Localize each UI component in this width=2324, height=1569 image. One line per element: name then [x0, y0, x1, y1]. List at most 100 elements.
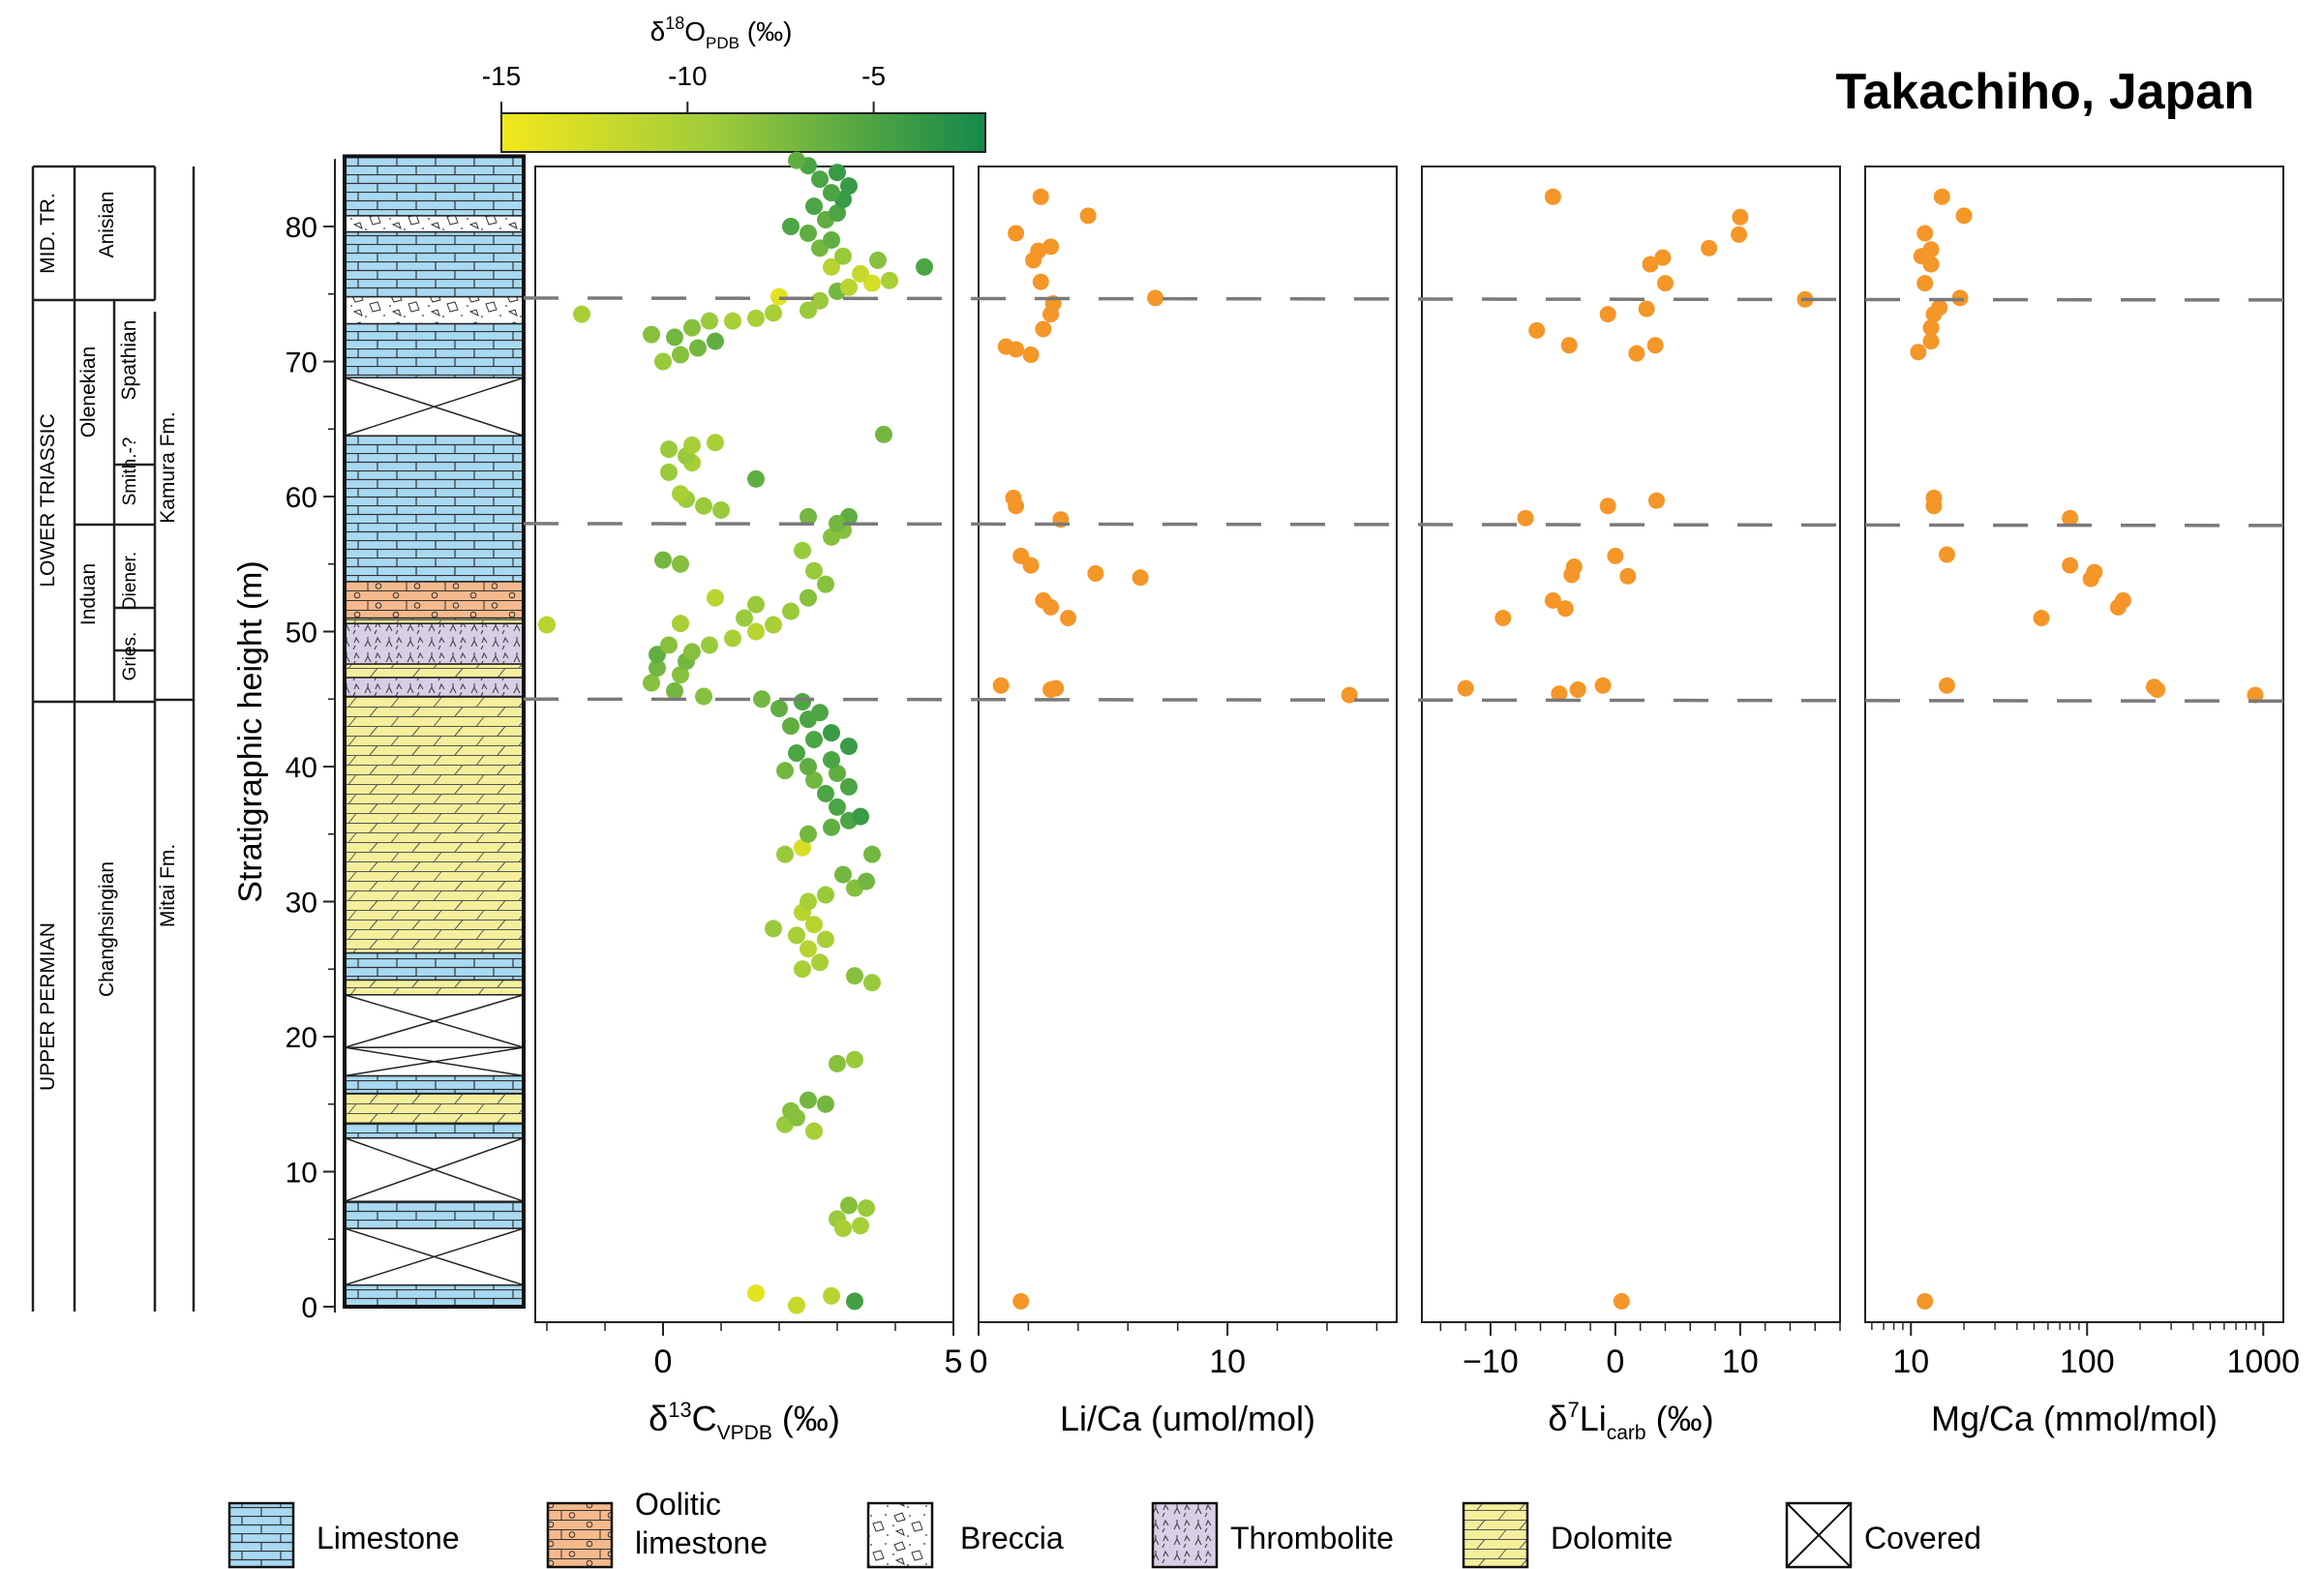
boundary-line [523, 697, 2284, 703]
panel-frame [1421, 166, 1841, 1323]
data-point [1132, 569, 1149, 587]
data-point [800, 758, 817, 775]
data-point [1030, 242, 1047, 259]
data-point [805, 1122, 823, 1140]
data-point [683, 643, 701, 661]
data-point [747, 1284, 765, 1303]
data-point [695, 497, 712, 515]
system-label-upper-permian: UPPER PERMIAN [37, 922, 59, 1091]
data-point [1022, 347, 1040, 364]
data-point [643, 674, 660, 692]
data-point [829, 514, 846, 532]
data-point [736, 609, 753, 627]
y-tick-label: 50 [286, 618, 317, 649]
panel-frame [978, 166, 1398, 1323]
data-point [770, 287, 788, 306]
y-tick-label: 10 [286, 1158, 317, 1190]
covered-cross [344, 994, 525, 1048]
data-point [800, 301, 817, 319]
series-points [538, 151, 933, 1314]
data-point [1607, 547, 1624, 564]
y-tick-label: 60 [286, 482, 317, 514]
data-point [765, 304, 782, 322]
legend-item-breccia: Breccia [866, 1501, 1064, 1569]
data-point [788, 151, 805, 169]
data-point [829, 164, 846, 182]
data-point [1638, 300, 1655, 317]
data-point [654, 352, 672, 371]
data-point [683, 436, 701, 454]
x-tick-label: 10 [1722, 1343, 1759, 1380]
lithology-bed-dolomite [344, 663, 525, 679]
data-point [863, 845, 881, 863]
data-point [858, 1199, 875, 1218]
formation-label-kamura: Kamura Fm. [157, 411, 179, 524]
data-point [863, 974, 881, 992]
formation-label-mitai: Mitai Fm. [157, 844, 179, 927]
data-point [823, 751, 840, 769]
legend-label: Dolomite [1551, 1521, 1673, 1555]
data-point [858, 872, 875, 890]
data-point [1701, 239, 1718, 256]
x-tick-label: 10 [1892, 1343, 1929, 1380]
data-point [811, 170, 829, 189]
data-point [1517, 509, 1534, 527]
substage-label-dienerian: Diener. [120, 552, 140, 610]
data-point [672, 346, 689, 364]
data-point [1647, 492, 1665, 509]
data-point [2033, 610, 2050, 627]
data-point [794, 838, 811, 857]
panel-1: 0 5 δ13CVPDB (‰) [534, 151, 962, 1444]
data-point [817, 930, 834, 949]
data-point [2145, 679, 2162, 696]
y-tick-label: 70 [286, 347, 317, 379]
y-axis-label: Stratigraphic height (m) [232, 560, 269, 902]
legend-item-dolomite: Dolomite [1462, 1501, 1673, 1569]
data-point [1922, 241, 1940, 258]
data-point [1060, 610, 1077, 627]
data-point [992, 677, 1010, 694]
data-point [852, 264, 869, 283]
x-tick-label: 100 [2060, 1343, 2115, 1380]
data-point [1528, 321, 1546, 339]
stage-label-anisian: Anisian [96, 192, 118, 258]
data-point [846, 1292, 863, 1311]
data-point [689, 339, 707, 357]
data-point [829, 204, 846, 223]
data-point [846, 1050, 863, 1069]
data-point [805, 561, 823, 580]
chart-title: Takachiho, Japan [1835, 64, 2254, 120]
y-tick-label: 20 [286, 1022, 317, 1054]
data-point [1922, 319, 1940, 337]
data-point [747, 309, 765, 327]
data-point [724, 629, 741, 648]
lithology-bed-oolitic [344, 581, 525, 619]
data-point [823, 724, 840, 742]
legend-swatch [1151, 1501, 1219, 1569]
data-point [823, 230, 840, 249]
data-point [1544, 188, 1561, 205]
data-point [1035, 320, 1052, 338]
covered-cross [344, 1046, 525, 1077]
lithology-bed-thrombolite [344, 677, 525, 698]
data-point [1341, 686, 1358, 704]
colorbar-tick-label: -5 [861, 61, 886, 91]
data-point [805, 731, 823, 749]
colorbar-tick-label: -10 [668, 61, 707, 91]
data-point [707, 434, 724, 452]
data-point [875, 425, 892, 443]
legend-item-thrombolite: Thrombolite [1151, 1501, 1394, 1569]
colorbar-tick-label: -15 [482, 61, 521, 91]
data-point [811, 704, 829, 722]
panel-frame [1864, 166, 2284, 1323]
data-point [649, 659, 666, 678]
data-point [1613, 1292, 1630, 1310]
lithology-bed-dolomite [344, 617, 525, 624]
data-point [788, 744, 805, 763]
data-point [672, 485, 689, 503]
data-point [782, 602, 800, 620]
data-point [776, 762, 794, 780]
data-point [800, 224, 817, 242]
legend-label: Covered [1864, 1521, 1981, 1555]
